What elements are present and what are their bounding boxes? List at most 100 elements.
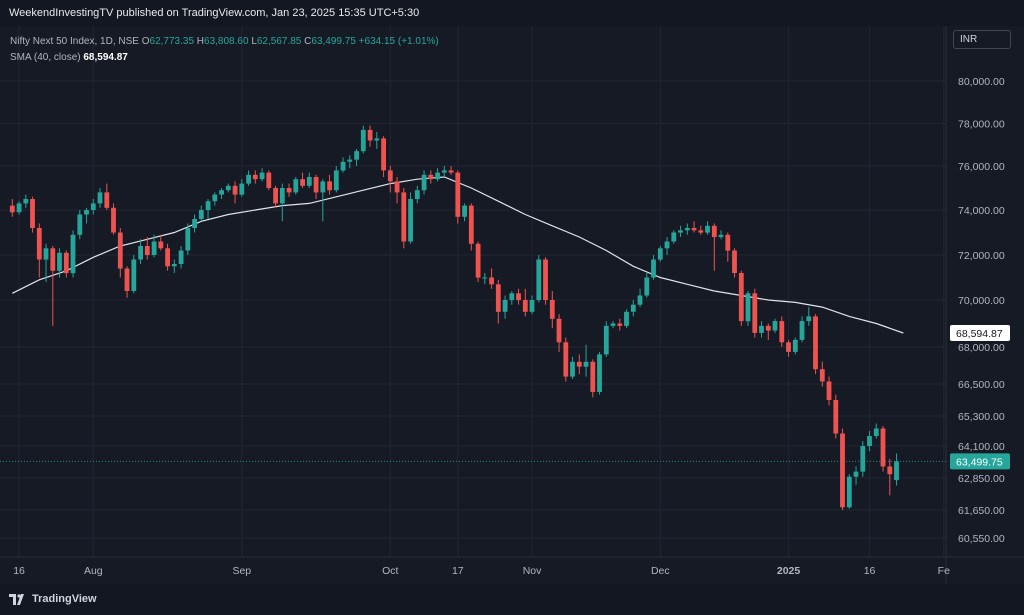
candle-body xyxy=(435,172,440,180)
candle xyxy=(212,192,218,206)
candle xyxy=(381,136,386,177)
candle xyxy=(16,201,22,215)
candle-body xyxy=(833,400,839,434)
candle xyxy=(597,351,602,395)
candle-body xyxy=(543,259,548,300)
candle-body xyxy=(840,433,845,508)
candle-body xyxy=(266,172,272,188)
candle xyxy=(131,255,137,294)
candle xyxy=(475,241,481,282)
candle xyxy=(779,316,785,347)
candle-body xyxy=(205,201,211,210)
time-tick-label: 2025 xyxy=(777,565,801,577)
candle xyxy=(813,314,818,375)
candle-body xyxy=(873,428,879,436)
high-value: 63,808.60 xyxy=(204,36,249,47)
candle xyxy=(192,214,197,233)
candle xyxy=(617,318,623,331)
price-axis[interactable]: 80,000.00 78,000.00 76,000.00 74,000.00 72,0… xyxy=(958,76,1005,545)
candle xyxy=(583,344,589,377)
tradingview-logo[interactable]: TradingView xyxy=(9,593,97,605)
candle xyxy=(516,288,521,305)
price-chart[interactable]: 80,000.00 78,000.00 76,000.00 74,000.00 72,0… xyxy=(0,26,1024,584)
sma-label[interactable]: SMA (40, close) xyxy=(10,52,81,63)
candle xyxy=(819,361,825,387)
candle-body xyxy=(333,170,339,191)
candle-body xyxy=(43,248,49,260)
candle xyxy=(138,239,143,264)
candle xyxy=(347,155,353,169)
candle xyxy=(691,221,697,233)
candle-body xyxy=(637,295,643,305)
candle-body xyxy=(725,234,731,251)
candle xyxy=(738,270,744,326)
time-tick-label: Fe xyxy=(938,565,950,577)
candle-body xyxy=(36,228,42,260)
candle-body xyxy=(813,316,818,370)
candle xyxy=(833,394,839,439)
candle xyxy=(610,321,616,329)
candle xyxy=(205,199,211,219)
candle-body xyxy=(772,321,778,331)
candle xyxy=(23,194,29,208)
candle-body xyxy=(495,284,501,312)
time-axis[interactable]: 16 Aug Sep Oct 17 Nov Dec 2025 16 Fe xyxy=(13,565,950,577)
candle-body xyxy=(293,179,299,193)
ohlc-row: Nifty Next 50 Index, 1D, NSE O62,773.35 … xyxy=(10,34,439,50)
candle-body xyxy=(819,369,825,382)
candle-body xyxy=(198,210,204,219)
candle-body xyxy=(779,321,785,343)
candle xyxy=(367,125,373,147)
candle xyxy=(374,132,380,149)
chart-legend: Nifty Next 50 Index, 1D, NSE O62,773.35 … xyxy=(10,34,439,66)
candle xyxy=(117,228,123,278)
publisher-bar: WeekendInvestingTV published on TradingV… xyxy=(0,0,1024,26)
candle xyxy=(799,316,805,343)
candle xyxy=(266,170,272,191)
candle-body xyxy=(630,304,636,312)
candle xyxy=(759,321,764,338)
candle-body xyxy=(16,203,22,213)
candle-body xyxy=(441,170,447,173)
candle xyxy=(97,188,103,208)
candle xyxy=(894,453,899,486)
candle xyxy=(867,431,872,452)
candle xyxy=(144,237,150,260)
candle-body xyxy=(806,316,812,322)
candle xyxy=(232,181,238,204)
candle-body xyxy=(475,243,481,278)
candle-body xyxy=(97,192,103,204)
candle-body xyxy=(111,207,116,233)
candle-body xyxy=(563,342,569,377)
open-value: 62,773.35 xyxy=(149,36,195,47)
grid-lines xyxy=(0,26,1024,584)
candle-body xyxy=(367,129,373,141)
candle-body xyxy=(489,277,494,285)
candle xyxy=(873,423,879,439)
close-value: 63,499.75 xyxy=(311,36,356,47)
chart-area[interactable]: 80,000.00 78,000.00 76,000.00 74,000.00 72,0… xyxy=(0,26,1024,584)
candle xyxy=(36,223,42,278)
change-value: +634.15 (+1.01%) xyxy=(358,36,439,47)
candle-body xyxy=(664,241,670,249)
candle xyxy=(644,273,650,298)
candle xyxy=(711,223,717,271)
candle xyxy=(9,199,15,217)
candle-body xyxy=(428,174,434,180)
currency-button[interactable]: INR xyxy=(953,30,1011,49)
candle-body xyxy=(50,248,56,271)
candle xyxy=(441,166,447,177)
candle-body xyxy=(738,273,744,322)
candle xyxy=(630,300,636,317)
candle xyxy=(151,234,157,258)
candle-body xyxy=(414,190,420,199)
candle-body xyxy=(232,185,238,195)
candle-body xyxy=(374,138,380,141)
candle-body xyxy=(549,300,555,319)
candle xyxy=(111,203,116,235)
candle xyxy=(684,223,690,235)
candle-body xyxy=(894,461,899,481)
candle-body xyxy=(192,219,197,228)
symbol-name[interactable]: Nifty Next 50 Index, 1D, NSE xyxy=(10,36,139,47)
candle xyxy=(333,166,339,193)
